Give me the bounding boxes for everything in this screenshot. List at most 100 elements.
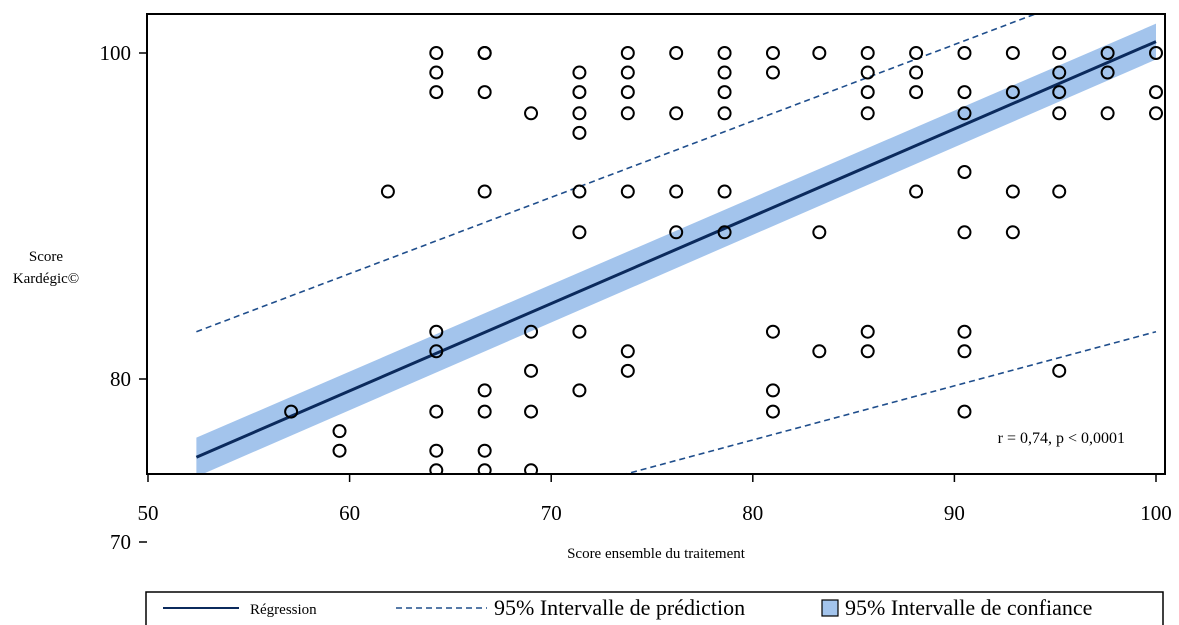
data-point — [765, 46, 780, 60]
data-point — [429, 46, 444, 60]
data-point — [477, 85, 492, 100]
data-point — [669, 184, 684, 199]
data-point — [620, 65, 635, 80]
data-point — [909, 184, 924, 199]
data-point — [1100, 65, 1115, 80]
data-point — [284, 404, 299, 419]
data-point — [1005, 184, 1020, 199]
data-point — [477, 404, 492, 419]
plot-area — [195, 14, 1163, 474]
data-point — [1100, 106, 1115, 121]
legend-confidence-swatch — [821, 599, 839, 617]
data-point — [957, 225, 972, 240]
legend-regression-label: Régression — [250, 602, 317, 618]
y-tick-label: 100 — [100, 41, 132, 65]
data-point — [572, 85, 587, 100]
data-point — [812, 344, 827, 359]
data-point — [524, 363, 539, 378]
data-point — [957, 324, 972, 339]
data-point — [860, 85, 875, 100]
data-point — [1052, 184, 1067, 199]
x-axis-ticks: 50 60 70 80 90 100 — [138, 474, 1172, 525]
data-point — [380, 184, 395, 199]
data-point — [477, 184, 492, 199]
x-tick-label: 60 — [339, 501, 360, 525]
x-tick-label: 90 — [944, 501, 965, 525]
data-point — [669, 46, 684, 60]
data-point — [620, 363, 635, 378]
y-tick-label: 70 — [110, 530, 131, 554]
data-point — [1052, 106, 1067, 121]
data-point — [477, 443, 492, 458]
legend-frame — [145, 591, 1164, 625]
data-point — [572, 65, 587, 80]
data-point — [1005, 46, 1020, 60]
data-point — [909, 85, 924, 100]
data-point — [765, 324, 780, 339]
y-tick-label: 80 — [110, 367, 131, 391]
x-tick-label: 70 — [541, 501, 562, 525]
data-point — [957, 404, 972, 419]
data-point — [717, 225, 732, 240]
data-point — [572, 184, 587, 199]
data-point — [1052, 85, 1067, 100]
data-point — [1149, 85, 1163, 100]
data-points — [284, 46, 1163, 474]
plot-frame — [146, 13, 1166, 475]
data-point — [717, 184, 732, 199]
data-point — [524, 106, 539, 121]
data-point — [1005, 225, 1020, 240]
data-point — [1052, 46, 1067, 60]
data-point — [1149, 106, 1163, 121]
data-point — [429, 404, 444, 419]
data-point — [717, 65, 732, 80]
data-point — [620, 106, 635, 121]
data-point — [572, 106, 587, 121]
data-point — [957, 164, 972, 179]
data-point — [860, 324, 875, 339]
data-point — [332, 424, 347, 439]
data-point — [477, 383, 492, 398]
y-axis-title-line-1: Score — [29, 249, 63, 265]
data-point — [957, 344, 972, 359]
data-point — [620, 85, 635, 100]
data-point — [429, 324, 444, 339]
data-point — [909, 46, 924, 60]
data-point — [860, 46, 875, 60]
data-point — [524, 463, 539, 474]
data-point — [1149, 46, 1163, 60]
data-point — [669, 225, 684, 240]
prediction-upper-line — [196, 14, 1038, 333]
data-point — [1052, 363, 1067, 378]
x-tick-label: 80 — [742, 501, 763, 525]
data-point — [429, 443, 444, 458]
data-point — [1052, 65, 1067, 80]
data-point — [860, 344, 875, 359]
data-point — [909, 65, 924, 80]
x-tick-label: 50 — [138, 501, 159, 525]
data-point — [765, 383, 780, 398]
data-point — [669, 106, 684, 121]
data-point — [765, 65, 780, 80]
y-axis-title-line-2: Kardégic© — [13, 271, 79, 287]
legend-prediction-label: 95% Intervalle de prédiction — [494, 595, 745, 620]
data-point — [717, 46, 732, 60]
data-point — [620, 184, 635, 199]
data-point — [572, 324, 587, 339]
data-point — [957, 46, 972, 60]
data-point — [812, 225, 827, 240]
data-point — [524, 324, 539, 339]
annotation-text: r = 0,74, p < 0,0001 — [998, 430, 1125, 447]
data-point — [477, 463, 492, 474]
data-point — [429, 85, 444, 100]
data-point — [429, 463, 444, 474]
data-point — [524, 404, 539, 419]
data-point — [429, 344, 444, 359]
data-point — [812, 46, 827, 60]
y-axis-ticks: 70 80 100 — [100, 41, 147, 554]
data-point — [957, 106, 972, 121]
data-point — [477, 46, 492, 60]
legend: Régression 95% Intervalle de prédiction … — [145, 591, 1164, 625]
data-point — [860, 106, 875, 121]
